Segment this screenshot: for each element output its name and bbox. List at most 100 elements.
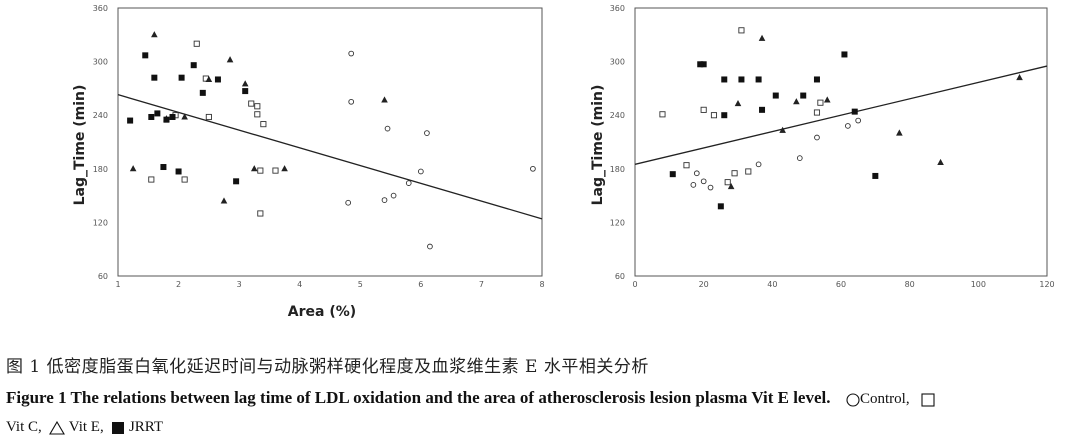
data-point-jrrt [214, 76, 221, 83]
data-point-jrrt [755, 76, 762, 83]
data-point-vit-c [248, 100, 255, 107]
data-point-control [381, 197, 388, 203]
data-point-vit-c [257, 167, 264, 174]
data-point-jrrt [233, 178, 240, 185]
data-point-jrrt [163, 116, 170, 123]
data-point-control [405, 180, 412, 186]
data-point-vit-c [181, 176, 188, 183]
data-point-jrrt [717, 203, 724, 210]
data-point-vit-e [793, 98, 800, 105]
data-point-control [530, 165, 536, 172]
legend-jrrt-label: JRRT [128, 419, 164, 435]
data-point-vit-c [710, 112, 718, 119]
y-ticks-left: 360 300 240 180 120 60 [93, 4, 108, 281]
x-tick-label: 8 [539, 280, 544, 289]
data-point-jrrt [721, 112, 728, 119]
y-tick-label: 360 [93, 4, 108, 13]
data-point-vit-e [281, 165, 288, 172]
data-point-jrrt [169, 113, 176, 120]
x-tick-label: 3 [237, 280, 242, 289]
data-point-jrrt [813, 76, 820, 83]
data-point-jrrt [800, 92, 807, 99]
caption-chinese: 图 1 低密度脂蛋白氧化延迟时间与动脉粥样硬化程度及血浆维生素 E 水平相关分析 [6, 357, 649, 377]
data-point-vit-e [779, 126, 786, 133]
x-tick-label: 6 [418, 280, 423, 289]
y-ticks-right: 360 300 240 180 120 60 [610, 4, 625, 281]
data-point-control [424, 130, 430, 136]
y-axis-label-left: Lag_Time (min) [72, 85, 88, 206]
y-tick-label: 240 [93, 111, 108, 120]
data-point-control [700, 178, 707, 185]
y-tick-label: 180 [93, 165, 108, 174]
data-point-vit-c [254, 103, 261, 110]
data-point-vit-c [205, 113, 212, 121]
data-point-vit-c [738, 27, 745, 34]
data-point-vit-e [1016, 74, 1023, 81]
data-point-vit-c [683, 162, 690, 169]
y-axis-label-right: Lag_Time (min) [590, 85, 606, 206]
data-point-vit-c [813, 109, 821, 116]
x-tick-label: 0 [632, 280, 637, 289]
data-point-jrrt [242, 88, 249, 95]
data-point-jrrt [151, 74, 158, 81]
x-tick-label: 4 [297, 280, 302, 289]
data-point-jrrt [148, 113, 155, 120]
data-point-vit-e [823, 96, 831, 103]
data-point-vit-e [734, 99, 742, 107]
data-point-control [755, 161, 762, 168]
data-point-control [693, 170, 700, 177]
data-point-jrrt [142, 52, 149, 59]
data-point-jrrt [160, 164, 167, 171]
y-tick-label: 120 [610, 218, 625, 227]
legend-vitc-label: Vit C, [6, 419, 42, 435]
data-point-jrrt [178, 74, 185, 81]
points-left [127, 31, 536, 250]
regression-line [634, 65, 1048, 165]
square-open-icon [921, 393, 935, 407]
data-point-control [427, 243, 433, 250]
data-point-vit-c [724, 179, 731, 186]
data-point-control [384, 125, 391, 132]
plot-frame-left [117, 7, 543, 277]
y-tick-label: 60 [98, 272, 108, 281]
x-tick-label: 20 [699, 280, 709, 289]
data-point-jrrt [759, 106, 766, 113]
x-tick-label: 1 [115, 280, 120, 289]
regression-line [117, 94, 543, 220]
data-point-vit-e [220, 197, 228, 204]
data-point-vit-c [731, 170, 738, 177]
data-point-control [345, 199, 352, 206]
data-point-vit-c [272, 167, 279, 174]
data-point-vit-c [148, 176, 155, 183]
data-point-vit-e [250, 165, 258, 172]
data-point-vit-e [896, 129, 903, 136]
data-point-control [855, 117, 862, 124]
y-tick-label: 60 [615, 272, 625, 281]
data-point-control [845, 123, 851, 129]
data-point-control [690, 182, 697, 188]
data-point-jrrt [199, 89, 206, 96]
data-point-vit-c [254, 111, 261, 118]
data-point-vit-c [745, 168, 752, 175]
caption-english-text: Figure 1 The relations between lag time … [6, 388, 831, 407]
data-point-control [390, 192, 397, 199]
data-point-vit-c [659, 111, 666, 118]
data-point-jrrt [175, 168, 182, 175]
data-point-vit-e [758, 34, 766, 41]
data-point-vit-e [727, 183, 735, 190]
data-point-jrrt [772, 92, 779, 99]
data-point-jrrt [154, 110, 161, 117]
data-point-control [348, 98, 355, 105]
circle-open-icon [846, 393, 860, 407]
chart-left: Lag_Time (min) Area (%) 3603002401801206… [72, 4, 545, 320]
data-point-control [418, 168, 424, 175]
data-point-vit-e [151, 31, 158, 38]
data-point-jrrt [872, 172, 879, 179]
data-point-vit-c [260, 121, 267, 128]
x-tick-label: 7 [479, 280, 484, 289]
square-filled-icon [112, 421, 125, 434]
triangle-open-icon [49, 420, 66, 435]
legend-control-label: Control, [859, 391, 910, 407]
plot-frame-right [634, 7, 1048, 277]
charts-figure: Lag_Time (min) Area (%) 3603002401801206… [72, 4, 1055, 320]
